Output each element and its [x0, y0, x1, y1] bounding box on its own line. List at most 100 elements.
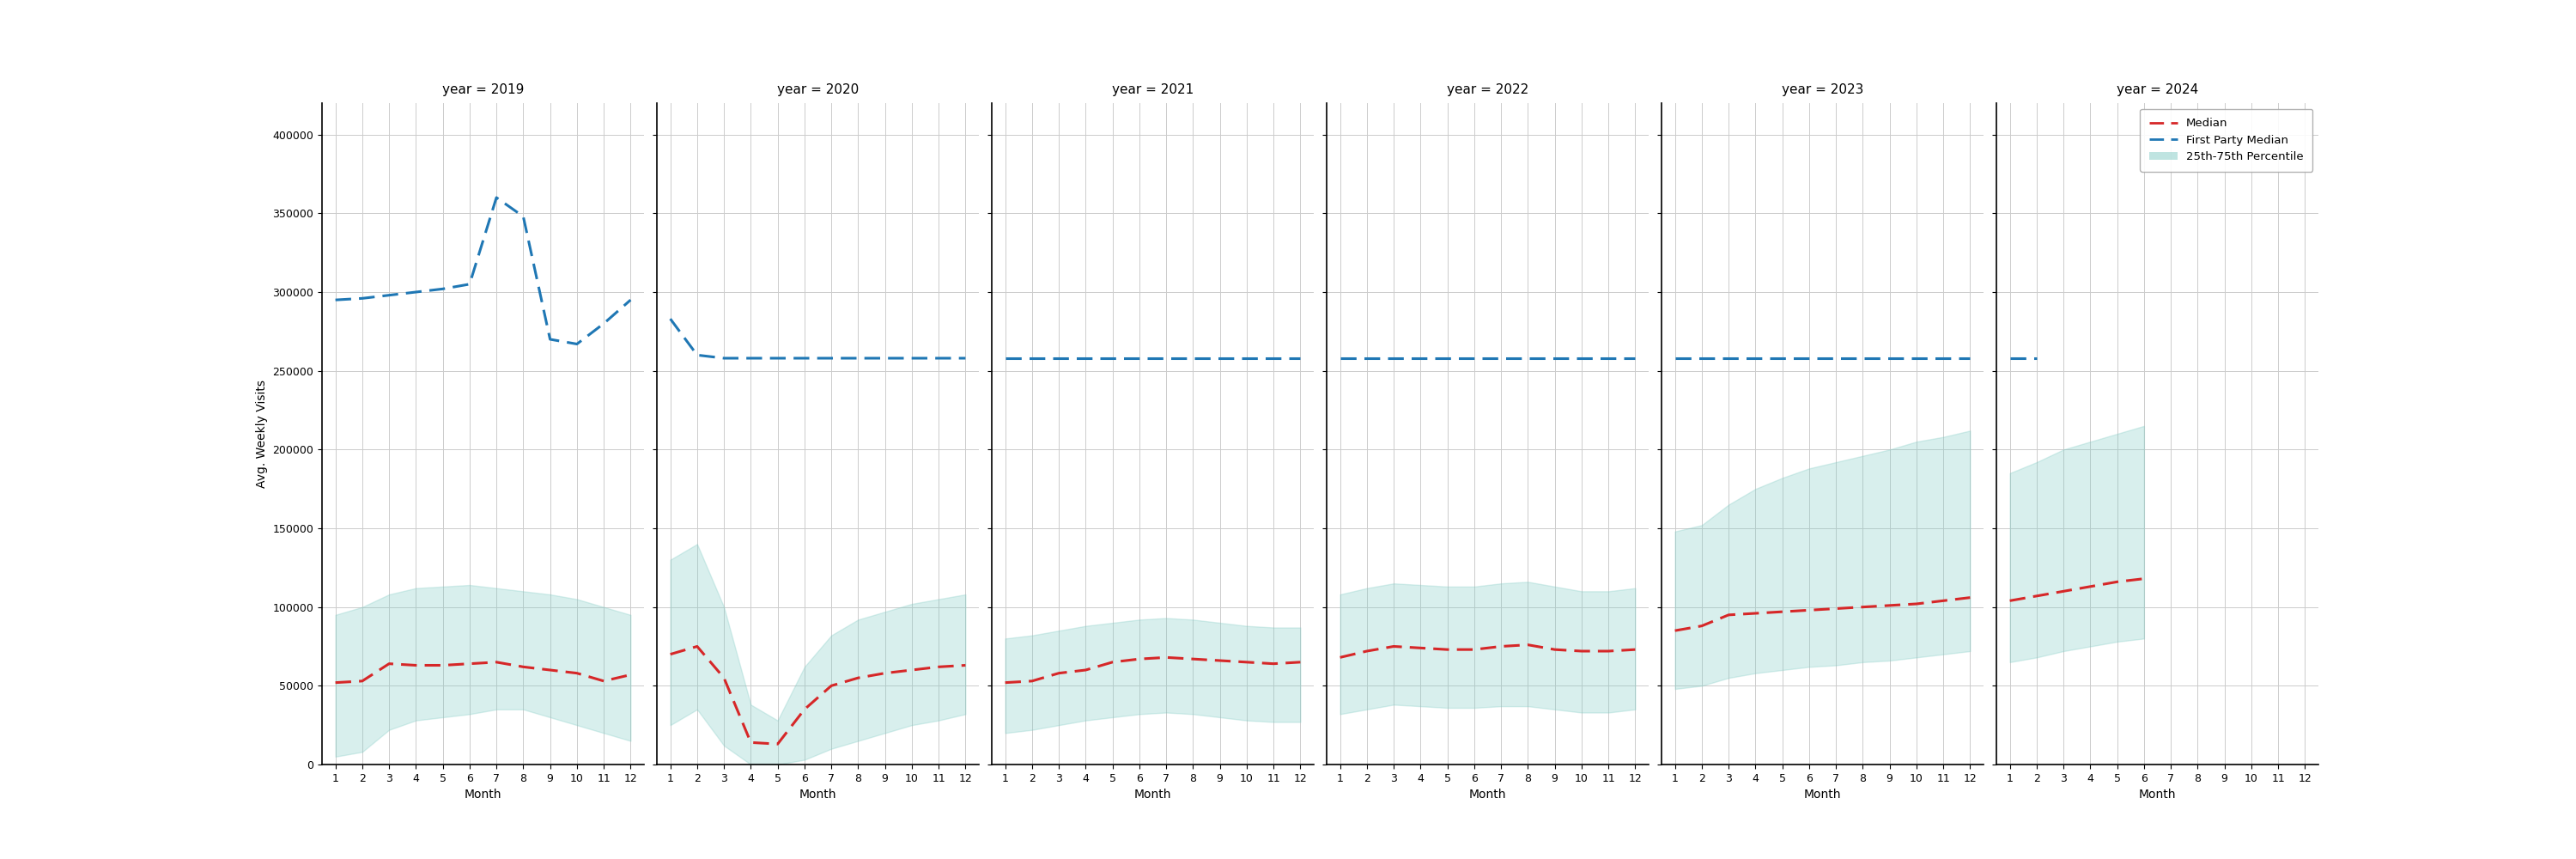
First Party Median [453, 279, 484, 289]
First Party Median [1123, 353, 1154, 363]
First Party Median [1739, 353, 1770, 363]
Median [871, 668, 902, 679]
First Party Median [762, 353, 793, 363]
First Party Median [1151, 353, 1182, 363]
First Party Median [562, 339, 592, 350]
Median [1151, 652, 1182, 662]
First Party Median [507, 211, 538, 222]
X-axis label: Month: Month [1133, 789, 1172, 801]
First Party Median [482, 192, 513, 203]
X-axis label: Month: Month [2138, 789, 2177, 801]
Median [1404, 643, 1435, 653]
First Party Median [1566, 353, 1597, 363]
First Party Median [922, 353, 953, 363]
First Party Median [616, 295, 647, 305]
First Party Median [1097, 353, 1128, 363]
First Party Median [1069, 353, 1100, 363]
First Party Median [817, 353, 848, 363]
Title: year = 2024: year = 2024 [2117, 83, 2197, 96]
First Party Median [1875, 353, 1906, 363]
Median [1257, 659, 1288, 669]
Median [507, 661, 538, 672]
First Party Median [951, 353, 981, 363]
First Party Median [896, 353, 927, 363]
First Party Median [1043, 353, 1074, 363]
Median [562, 668, 592, 679]
Median [1231, 657, 1262, 667]
Median [1043, 668, 1074, 679]
Median [2048, 586, 2079, 596]
Median [1875, 600, 1906, 611]
Median [587, 676, 618, 686]
First Party Median [1901, 353, 1932, 363]
Median [1620, 644, 1651, 655]
Median [374, 659, 404, 669]
First Party Median [1206, 353, 1236, 363]
First Party Median [399, 287, 430, 297]
First Party Median [1177, 353, 1208, 363]
Median [399, 660, 430, 670]
First Party Median [1793, 353, 1824, 363]
First Party Median [989, 353, 1020, 363]
Median [1285, 657, 1316, 667]
Median [922, 661, 953, 672]
First Party Median [1847, 353, 1878, 363]
Median [1458, 644, 1489, 655]
Median [428, 660, 459, 670]
First Party Median [1285, 353, 1316, 363]
Median [536, 665, 567, 675]
First Party Median [1713, 353, 1744, 363]
First Party Median [734, 353, 765, 363]
Median [1123, 654, 1154, 664]
First Party Median [1955, 353, 1986, 363]
First Party Median [1927, 353, 1958, 363]
Median [616, 670, 647, 680]
Median [1378, 641, 1409, 652]
Median [1793, 605, 1824, 615]
First Party Median [1378, 353, 1409, 363]
Title: year = 2020: year = 2020 [778, 83, 858, 96]
First Party Median [374, 290, 404, 301]
Line: Median: Median [1674, 598, 1971, 631]
Median [1901, 599, 1932, 609]
Line: Median: Median [670, 647, 966, 744]
Median [1592, 646, 1623, 656]
Y-axis label: Avg. Weekly Visits: Avg. Weekly Visits [255, 380, 268, 488]
First Party Median [1512, 353, 1543, 363]
Line: Median: Median [2009, 579, 2143, 600]
Line: Median: Median [335, 662, 631, 683]
First Party Median [1257, 353, 1288, 363]
Median [951, 660, 981, 670]
Title: year = 2021: year = 2021 [1113, 83, 1193, 96]
First Party Median [871, 353, 902, 363]
Median [2022, 591, 2053, 601]
Median [1097, 657, 1128, 667]
First Party Median [788, 353, 819, 363]
Median [453, 659, 484, 669]
First Party Median [587, 319, 618, 329]
Median [817, 680, 848, 691]
First Party Median [2022, 353, 2053, 363]
Median [482, 657, 513, 667]
X-axis label: Month: Month [1803, 789, 1842, 801]
Median [734, 737, 765, 747]
First Party Median [1994, 353, 2025, 363]
Median [989, 678, 1020, 688]
Median [896, 665, 927, 675]
Median [1927, 595, 1958, 606]
Median [1687, 621, 1718, 631]
First Party Median [428, 283, 459, 294]
Median [1566, 646, 1597, 656]
Line: First Party Median: First Party Median [670, 319, 966, 358]
Median [1069, 665, 1100, 675]
Median [1324, 652, 1355, 662]
First Party Median [1231, 353, 1262, 363]
First Party Median [1659, 353, 1690, 363]
X-axis label: Month: Month [1468, 789, 1507, 801]
First Party Median [1540, 353, 1571, 363]
First Party Median [1352, 353, 1383, 363]
First Party Median [1592, 353, 1623, 363]
First Party Median [1404, 353, 1435, 363]
Median [1018, 676, 1048, 686]
Line: First Party Median: First Party Median [335, 198, 631, 344]
